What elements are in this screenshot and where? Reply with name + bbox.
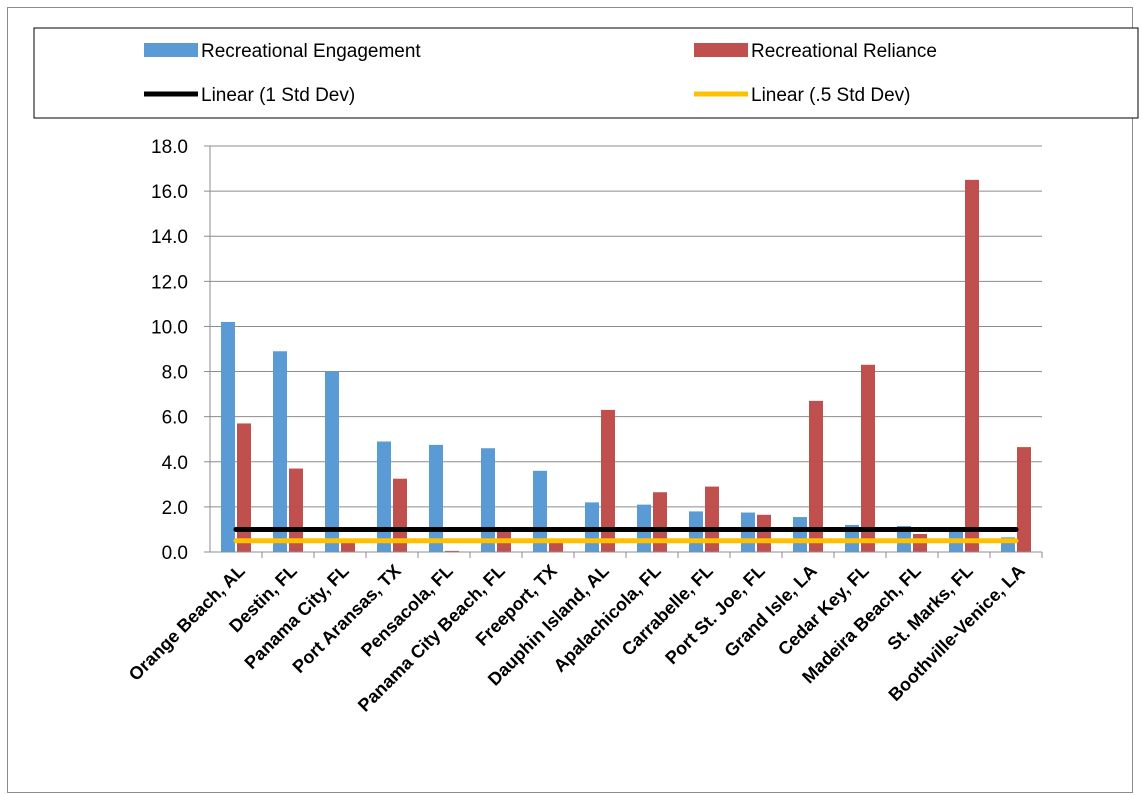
legend-label-halfstddev: Linear (.5 Std Dev): [751, 85, 910, 106]
y-tick-label: 16.0: [151, 182, 188, 203]
bar-reliance: [1017, 447, 1031, 552]
bar-reliance: [653, 492, 667, 552]
bar-reliance: [341, 542, 355, 552]
x-tick-label: Grand Isle, LA: [720, 561, 820, 661]
legend: Recreational Engagement Recreational Rel…: [33, 27, 1139, 119]
bar-reliance: [965, 179, 979, 553]
y-tick-label: 18.0: [151, 137, 188, 158]
legend-label-reliance: Recreational Reliance: [751, 41, 937, 62]
y-tick-label: 2.0: [162, 498, 188, 519]
bar-reliance: [705, 486, 719, 552]
bar-reliance: [601, 409, 615, 552]
chart-frame: [7, 7, 1133, 793]
legend-swatch-engagement: [144, 43, 198, 57]
bar-engagement: [429, 444, 443, 552]
x-tick-label: Pensacola, FL: [357, 561, 457, 661]
y-axis: 0.0 2.0 4.0 6.0 8.0 10.0 12.0 14.0 16.0 18.0: [151, 137, 211, 564]
bar-engagement: [221, 321, 235, 552]
bar-reliance: [445, 550, 459, 552]
y-tick-label: 10.0: [151, 317, 188, 338]
bar-reliance: [393, 478, 407, 552]
bar-engagement: [481, 448, 495, 552]
bars: [221, 179, 1031, 553]
y-tick-label: 6.0: [162, 408, 188, 429]
bar-engagement: [377, 441, 391, 552]
legend-swatch-reliance: [694, 43, 748, 57]
bar-engagement: [325, 371, 339, 552]
x-tick-label: Cedar Key, FL: [774, 561, 873, 660]
legend-label-engagement: Recreational Engagement: [201, 41, 421, 62]
y-tick-label: 4.0: [162, 453, 188, 474]
y-tick-label: 8.0: [162, 363, 188, 384]
y-tick-label: 12.0: [151, 272, 188, 293]
bar-reliance: [861, 364, 875, 552]
bar-reliance: [809, 400, 823, 552]
gridlines: [210, 145, 1042, 553]
bar-engagement: [273, 351, 287, 552]
bar-reliance: [549, 540, 563, 552]
reference-lines: [233, 526, 1019, 544]
y-tick-label: 0.0: [162, 543, 188, 564]
x-tick-label: Carrabelle, FL: [618, 561, 717, 660]
bar-reliance: [757, 514, 771, 552]
legend-box: [33, 27, 1139, 119]
legend-label-1stddev: Linear (1 Std Dev): [201, 85, 355, 106]
y-tick-label: 14.0: [151, 227, 188, 248]
bar-reliance: [237, 423, 251, 552]
bar-engagement: [793, 517, 807, 552]
bar-engagement: [741, 512, 755, 552]
